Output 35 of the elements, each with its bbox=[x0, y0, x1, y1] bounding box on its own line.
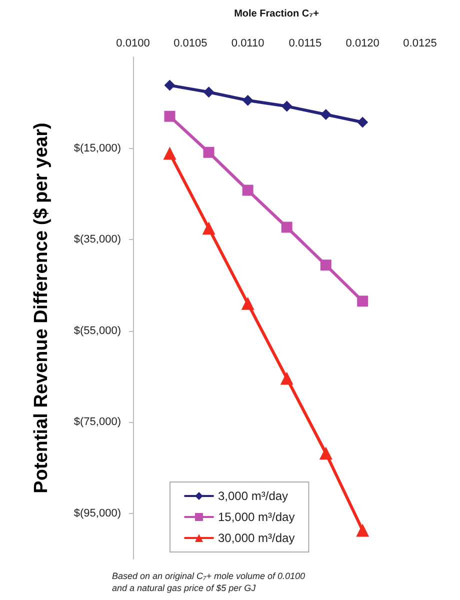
point bbox=[163, 146, 176, 160]
x-tick-label: 0.0100 bbox=[116, 38, 150, 50]
point bbox=[202, 222, 216, 235]
point bbox=[281, 222, 292, 233]
y-axis-title: Potential Revenue Difference ($ per year) bbox=[31, 122, 52, 494]
x-tick-label: 0.0110 bbox=[231, 38, 264, 50]
point bbox=[242, 94, 254, 106]
x-tick-label: 0.0125 bbox=[403, 38, 437, 50]
point bbox=[242, 184, 254, 196]
point bbox=[320, 109, 332, 120]
point bbox=[357, 296, 368, 307]
y-tick-label: $(15,000) bbox=[74, 142, 121, 154]
point bbox=[241, 296, 254, 310]
y-tick-label: $(35,000) bbox=[74, 234, 121, 246]
point bbox=[281, 100, 292, 112]
point bbox=[164, 110, 176, 122]
x-axis-title: Mole Fraction C₇+ bbox=[234, 8, 320, 20]
point bbox=[203, 146, 214, 158]
point bbox=[357, 116, 368, 128]
point bbox=[320, 260, 332, 271]
point bbox=[280, 372, 294, 385]
x-tick-label: 0.0120 bbox=[346, 38, 380, 50]
legend-label: 3,000 m³/day bbox=[218, 489, 288, 503]
point bbox=[203, 86, 214, 98]
y-tick-label: $(95,000) bbox=[74, 507, 121, 520]
y-tick-label: $(75,000) bbox=[74, 416, 121, 428]
point bbox=[356, 524, 370, 537]
point bbox=[164, 80, 176, 91]
x-tick-label: 0.0115 bbox=[288, 38, 322, 50]
x-tick-label: 0.0105 bbox=[174, 38, 208, 50]
point bbox=[319, 446, 332, 460]
legend-label: 15,000 m³/day bbox=[218, 510, 295, 524]
legend-label: 30,000 m³/day bbox=[218, 531, 295, 545]
text: Based on an original C₇+ mole volume of 0.0100 and a natural gas price of $5 per GJ bbox=[112, 571, 306, 593]
y-tick-label: $(55,000) bbox=[74, 324, 121, 337]
